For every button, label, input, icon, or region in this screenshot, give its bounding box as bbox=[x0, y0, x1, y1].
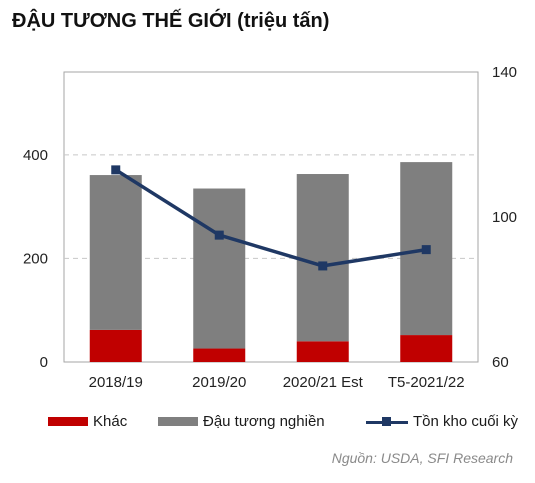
bar-dau-tuong-nghien bbox=[89, 175, 142, 330]
x-tick-label: T5-2021/22 bbox=[388, 374, 465, 391]
legend-item-dau-tuong-nghien: Đậu tương nghiền bbox=[158, 413, 325, 430]
x-tick-label: 2019/20 bbox=[192, 374, 246, 391]
bar-khac bbox=[400, 335, 453, 362]
bar-khac bbox=[193, 348, 246, 362]
legend-label-ton-kho: Tồn kho cuối kỳ bbox=[413, 413, 519, 430]
plot-frame bbox=[63, 71, 479, 363]
legend-label-dau-tuong-nghien: Đậu tương nghiền bbox=[203, 413, 325, 430]
bar-dau-tuong-nghien bbox=[296, 174, 349, 342]
bar-dau-tuong-nghien bbox=[193, 188, 246, 349]
legend-swatch-ton-kho bbox=[366, 416, 408, 428]
point-ton-kho bbox=[214, 230, 224, 240]
chart-title: ĐẬU TƯƠNG THẾ GIỚI (triệu tấn) bbox=[12, 10, 330, 32]
bar-khac bbox=[296, 341, 349, 362]
y-left-tick-label: 400 bbox=[23, 147, 48, 164]
legend-label-khac: Khác bbox=[93, 413, 128, 430]
y-left-tick-label: 0 bbox=[40, 354, 48, 371]
point-ton-kho bbox=[421, 245, 431, 255]
source-note: Nguồn: USDA, SFI Research bbox=[331, 450, 513, 466]
legend-swatch-khac bbox=[48, 417, 88, 426]
x-tick-label: 2020/21 Est bbox=[283, 374, 364, 391]
point-ton-kho bbox=[111, 165, 121, 175]
bar-khac bbox=[89, 329, 142, 362]
legend-item-ton-kho: Tồn kho cuối kỳ bbox=[366, 413, 518, 430]
y-right-tick-label: 100 bbox=[492, 209, 517, 226]
legend-item-khac: Khác bbox=[48, 413, 127, 430]
y-right-tick-label: 60 bbox=[492, 354, 509, 371]
legend-swatch-dau-tuong-nghien bbox=[158, 417, 198, 426]
line-ton-kho bbox=[114, 168, 427, 268]
x-tick-label: 2018/19 bbox=[89, 374, 143, 391]
y-left-tick-label: 200 bbox=[23, 250, 48, 267]
legend: Khác Đậu tương nghiền Tồn kho cuối kỳ bbox=[0, 413, 535, 437]
y-right-tick-label: 140 bbox=[492, 64, 517, 81]
point-ton-kho bbox=[318, 261, 328, 271]
